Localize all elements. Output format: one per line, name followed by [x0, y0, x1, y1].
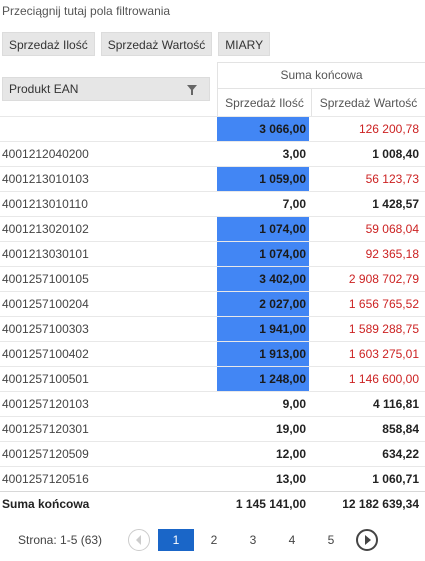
- table-row[interactable]: 4001257120509 12,00 634,22: [0, 441, 425, 466]
- row-label: 4001257100303: [2, 322, 89, 336]
- cell-qty: 13,00: [275, 472, 306, 486]
- row-label: 4001257120509: [2, 447, 89, 461]
- grand-total-value: 12 182 639,34: [342, 497, 419, 511]
- cell-value: 1 146 600,00: [348, 372, 419, 386]
- cell-value: 2 908 702,79: [348, 272, 419, 286]
- chevron-right-icon[interactable]: [356, 529, 378, 551]
- cell-value: 4 116,81: [372, 397, 419, 411]
- cell-qty: 2 027,00: [217, 292, 309, 316]
- cell-value: 634,22: [382, 447, 419, 461]
- cell-qty: 3 066,00: [217, 117, 309, 141]
- chip-sprzedaz-wartosc[interactable]: Sprzedaż Wartość: [100, 32, 213, 56]
- row-field-produkt-ean[interactable]: Produkt EAN: [2, 77, 210, 101]
- page-5[interactable]: 5: [327, 533, 335, 547]
- page-3[interactable]: 3: [249, 533, 257, 547]
- row-label: 4001213020102: [2, 222, 89, 236]
- table-row[interactable]: 3 066,00 126 200,78: [0, 116, 425, 141]
- table-row[interactable]: 4001257120301 19,00 858,84: [0, 416, 425, 441]
- row-label: 4001213010103: [2, 172, 89, 186]
- row-label: 4001212040200: [2, 147, 89, 161]
- cell-value: 1 656 765,52: [348, 297, 419, 311]
- table-row[interactable]: 4001257100105 3 402,00 2 908 702,79: [0, 266, 425, 291]
- chip-sprzedaz-ilosc[interactable]: Sprzedaż Ilość: [2, 32, 95, 56]
- cell-qty: 3,00: [282, 147, 306, 161]
- filter-drop-zone[interactable]: Przeciągnij tutaj pola filtrowania: [2, 4, 171, 18]
- row-label: 4001257120103: [2, 397, 89, 411]
- cell-value: 1 603 275,01: [348, 347, 419, 361]
- chevron-left-icon[interactable]: [128, 529, 150, 551]
- table-row[interactable]: 4001257120103 9,00 4 116,81: [0, 391, 425, 416]
- column-header: Suma końcowa Sprzedaż Ilość Sprzedaż War…: [217, 62, 425, 117]
- table-row[interactable]: 4001257100501 1 248,00 1 146 600,00: [0, 366, 425, 391]
- row-label: 4001213030101: [2, 247, 89, 261]
- page-2[interactable]: 2: [210, 533, 218, 547]
- cell-qty: 1 941,00: [217, 317, 309, 341]
- cell-value: 1 060,71: [372, 472, 419, 486]
- table-row[interactable]: 4001212040200 3,00 1 008,40: [0, 141, 425, 166]
- cell-qty: 9,00: [282, 397, 306, 411]
- cell-value: 1 589 288,75: [348, 322, 419, 336]
- page-4[interactable]: 4: [288, 533, 296, 547]
- cell-qty: 1 059,00: [217, 167, 309, 191]
- table-row[interactable]: 4001257120516 13,00 1 060,71: [0, 466, 425, 491]
- cell-qty: 1 913,00: [217, 342, 309, 366]
- pager: Strona: 1-5 (63) 1 2 3 4 5: [0, 527, 425, 553]
- grand-total-row: Suma końcowa 1 145 141,00 12 182 639,34: [0, 491, 425, 516]
- grand-total-qty: 1 145 141,00: [235, 497, 306, 511]
- column-total-header: Suma końcowa: [218, 63, 425, 89]
- table-row[interactable]: 4001257100402 1 913,00 1 603 275,01: [0, 341, 425, 366]
- cell-qty: 12,00: [275, 447, 306, 461]
- row-label: 4001257100204: [2, 297, 89, 311]
- pivot-grid: 3 066,00 126 200,78 4001212040200 3,00 1 008…: [0, 116, 425, 516]
- cell-value: 1 008,40: [372, 147, 419, 161]
- cell-value: 858,84: [382, 422, 419, 436]
- table-row[interactable]: 4001213020102 1 074,00 59 068,04: [0, 216, 425, 241]
- table-row[interactable]: 4001257100303 1 941,00 1 589 288,75: [0, 316, 425, 341]
- cell-qty: 1 248,00: [217, 367, 309, 391]
- cell-value: 1 428,57: [372, 197, 419, 211]
- cell-value: 59 068,04: [365, 222, 419, 236]
- cell-qty: 3 402,00: [217, 267, 309, 291]
- table-row[interactable]: 4001213010110 7,00 1 428,57: [0, 191, 425, 216]
- row-label: 4001257100402: [2, 347, 89, 361]
- column-header-qty[interactable]: Sprzedaż Ilość: [218, 89, 312, 117]
- cell-qty: 7,00: [282, 197, 306, 211]
- pager-info: Strona: 1-5 (63): [18, 533, 103, 547]
- row-label: 4001257120516: [2, 472, 89, 486]
- column-header-value[interactable]: Sprzedaż Wartość: [319, 96, 418, 110]
- table-row[interactable]: 4001213030101 1 074,00 92 365,18: [0, 241, 425, 266]
- measure-chips: Sprzedaż Ilość Sprzedaż Wartość MIARY: [2, 32, 271, 56]
- cell-qty: 1 074,00: [217, 242, 309, 266]
- grand-total-label: Suma końcowa: [2, 497, 90, 511]
- table-row[interactable]: 4001213010103 1 059,00 56 123,73: [0, 166, 425, 191]
- cell-value: 92 365,18: [365, 247, 419, 261]
- row-label: 4001213010110: [2, 197, 88, 211]
- row-field-label: Produkt EAN: [9, 82, 79, 96]
- table-row[interactable]: 4001257100204 2 027,00 1 656 765,52: [0, 291, 425, 316]
- page-1[interactable]: 1: [158, 529, 194, 551]
- row-label: 4001257100501: [2, 372, 89, 386]
- row-label: 4001257120301: [2, 422, 89, 436]
- cell-qty: 19,00: [275, 422, 306, 436]
- chip-miary[interactable]: MIARY: [218, 32, 271, 56]
- funnel-icon[interactable]: [187, 85, 197, 95]
- cell-qty: 1 074,00: [217, 217, 309, 241]
- cell-value: 56 123,73: [365, 172, 419, 186]
- row-label: 4001257100105: [2, 272, 89, 286]
- cell-value: 126 200,78: [358, 122, 419, 136]
